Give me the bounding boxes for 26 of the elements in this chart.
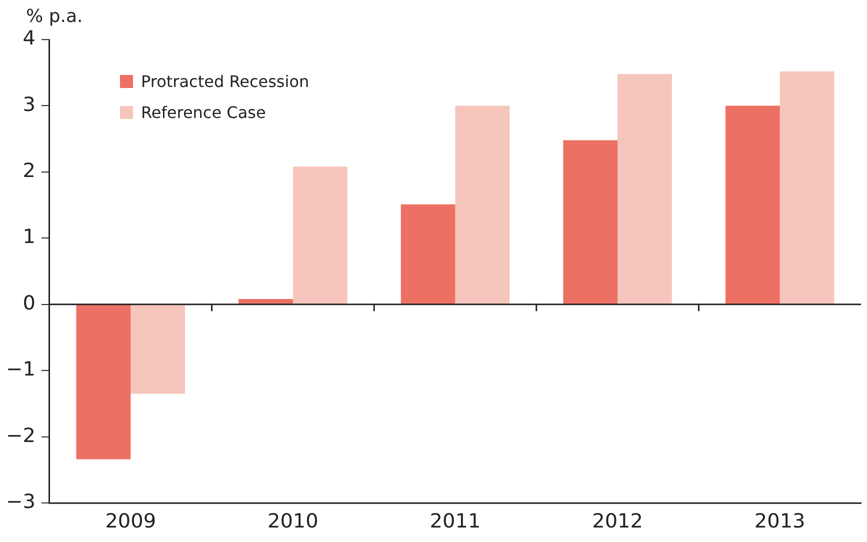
x-tick-label: 2013 xyxy=(754,510,806,532)
bar xyxy=(400,204,456,304)
bar xyxy=(780,71,834,304)
bar xyxy=(76,304,131,460)
bar xyxy=(130,304,186,394)
x-tick-label: 2010 xyxy=(267,510,318,532)
x-tick-label: 2012 xyxy=(592,510,643,532)
y-tick-label: −2 xyxy=(6,424,36,447)
x-tick-label: 2011 xyxy=(430,510,481,532)
y-tick-label: 1 xyxy=(22,225,36,248)
y-axis-title: % p.a. xyxy=(26,6,83,27)
y-tick-label: 0 xyxy=(22,292,36,314)
legend-label: Reference Case xyxy=(141,103,266,122)
bar xyxy=(563,140,618,304)
bar xyxy=(238,299,293,304)
bar xyxy=(725,106,780,304)
y-tick-label: −1 xyxy=(6,358,36,381)
bar xyxy=(292,166,348,304)
x-tick-label: 2009 xyxy=(105,510,156,532)
y-tick-label: 2 xyxy=(22,159,36,182)
bar xyxy=(455,106,510,304)
legend-label: Protracted Recession xyxy=(141,72,310,91)
y-tick-label: −3 xyxy=(6,490,36,513)
y-tick-label: 4 xyxy=(22,26,36,50)
bar xyxy=(618,74,672,304)
y-tick-label: 3 xyxy=(22,93,36,116)
